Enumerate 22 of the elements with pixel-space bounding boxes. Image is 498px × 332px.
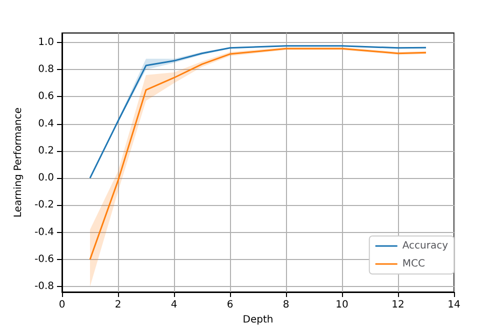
y-tick-label: 0.0 — [38, 172, 54, 184]
x-tick-label: 14 — [448, 300, 460, 310]
x-tick-label: 12 — [392, 300, 404, 310]
x-tick-label: 10 — [336, 300, 348, 310]
x-tick-label: 8 — [282, 300, 290, 310]
legend-label: MCC — [402, 258, 425, 270]
y-tick-label: -0.2 — [34, 200, 54, 211]
x-tick-label: 4 — [170, 300, 178, 310]
y-tick-label: -0.4 — [34, 226, 54, 238]
y-tick-label: 0.8 — [38, 64, 54, 76]
y-tick-label: -0.6 — [34, 254, 54, 265]
y-tick-label: 0.6 — [38, 91, 54, 102]
x-axis-title: Depth — [242, 314, 274, 326]
y-axis-title: Learning Performance — [13, 108, 24, 218]
legend-label: Accuracy — [402, 240, 448, 252]
y-tick-label: 0.4 — [38, 118, 54, 130]
y-tick-label: 0.2 — [38, 145, 54, 156]
y-tick-label: -0.8 — [34, 281, 54, 292]
x-tick-label: 2 — [114, 300, 122, 310]
x-tick-label: 0 — [58, 300, 66, 310]
y-tick-label: 1.0 — [38, 36, 54, 48]
x-tick-label: 6 — [226, 300, 234, 310]
